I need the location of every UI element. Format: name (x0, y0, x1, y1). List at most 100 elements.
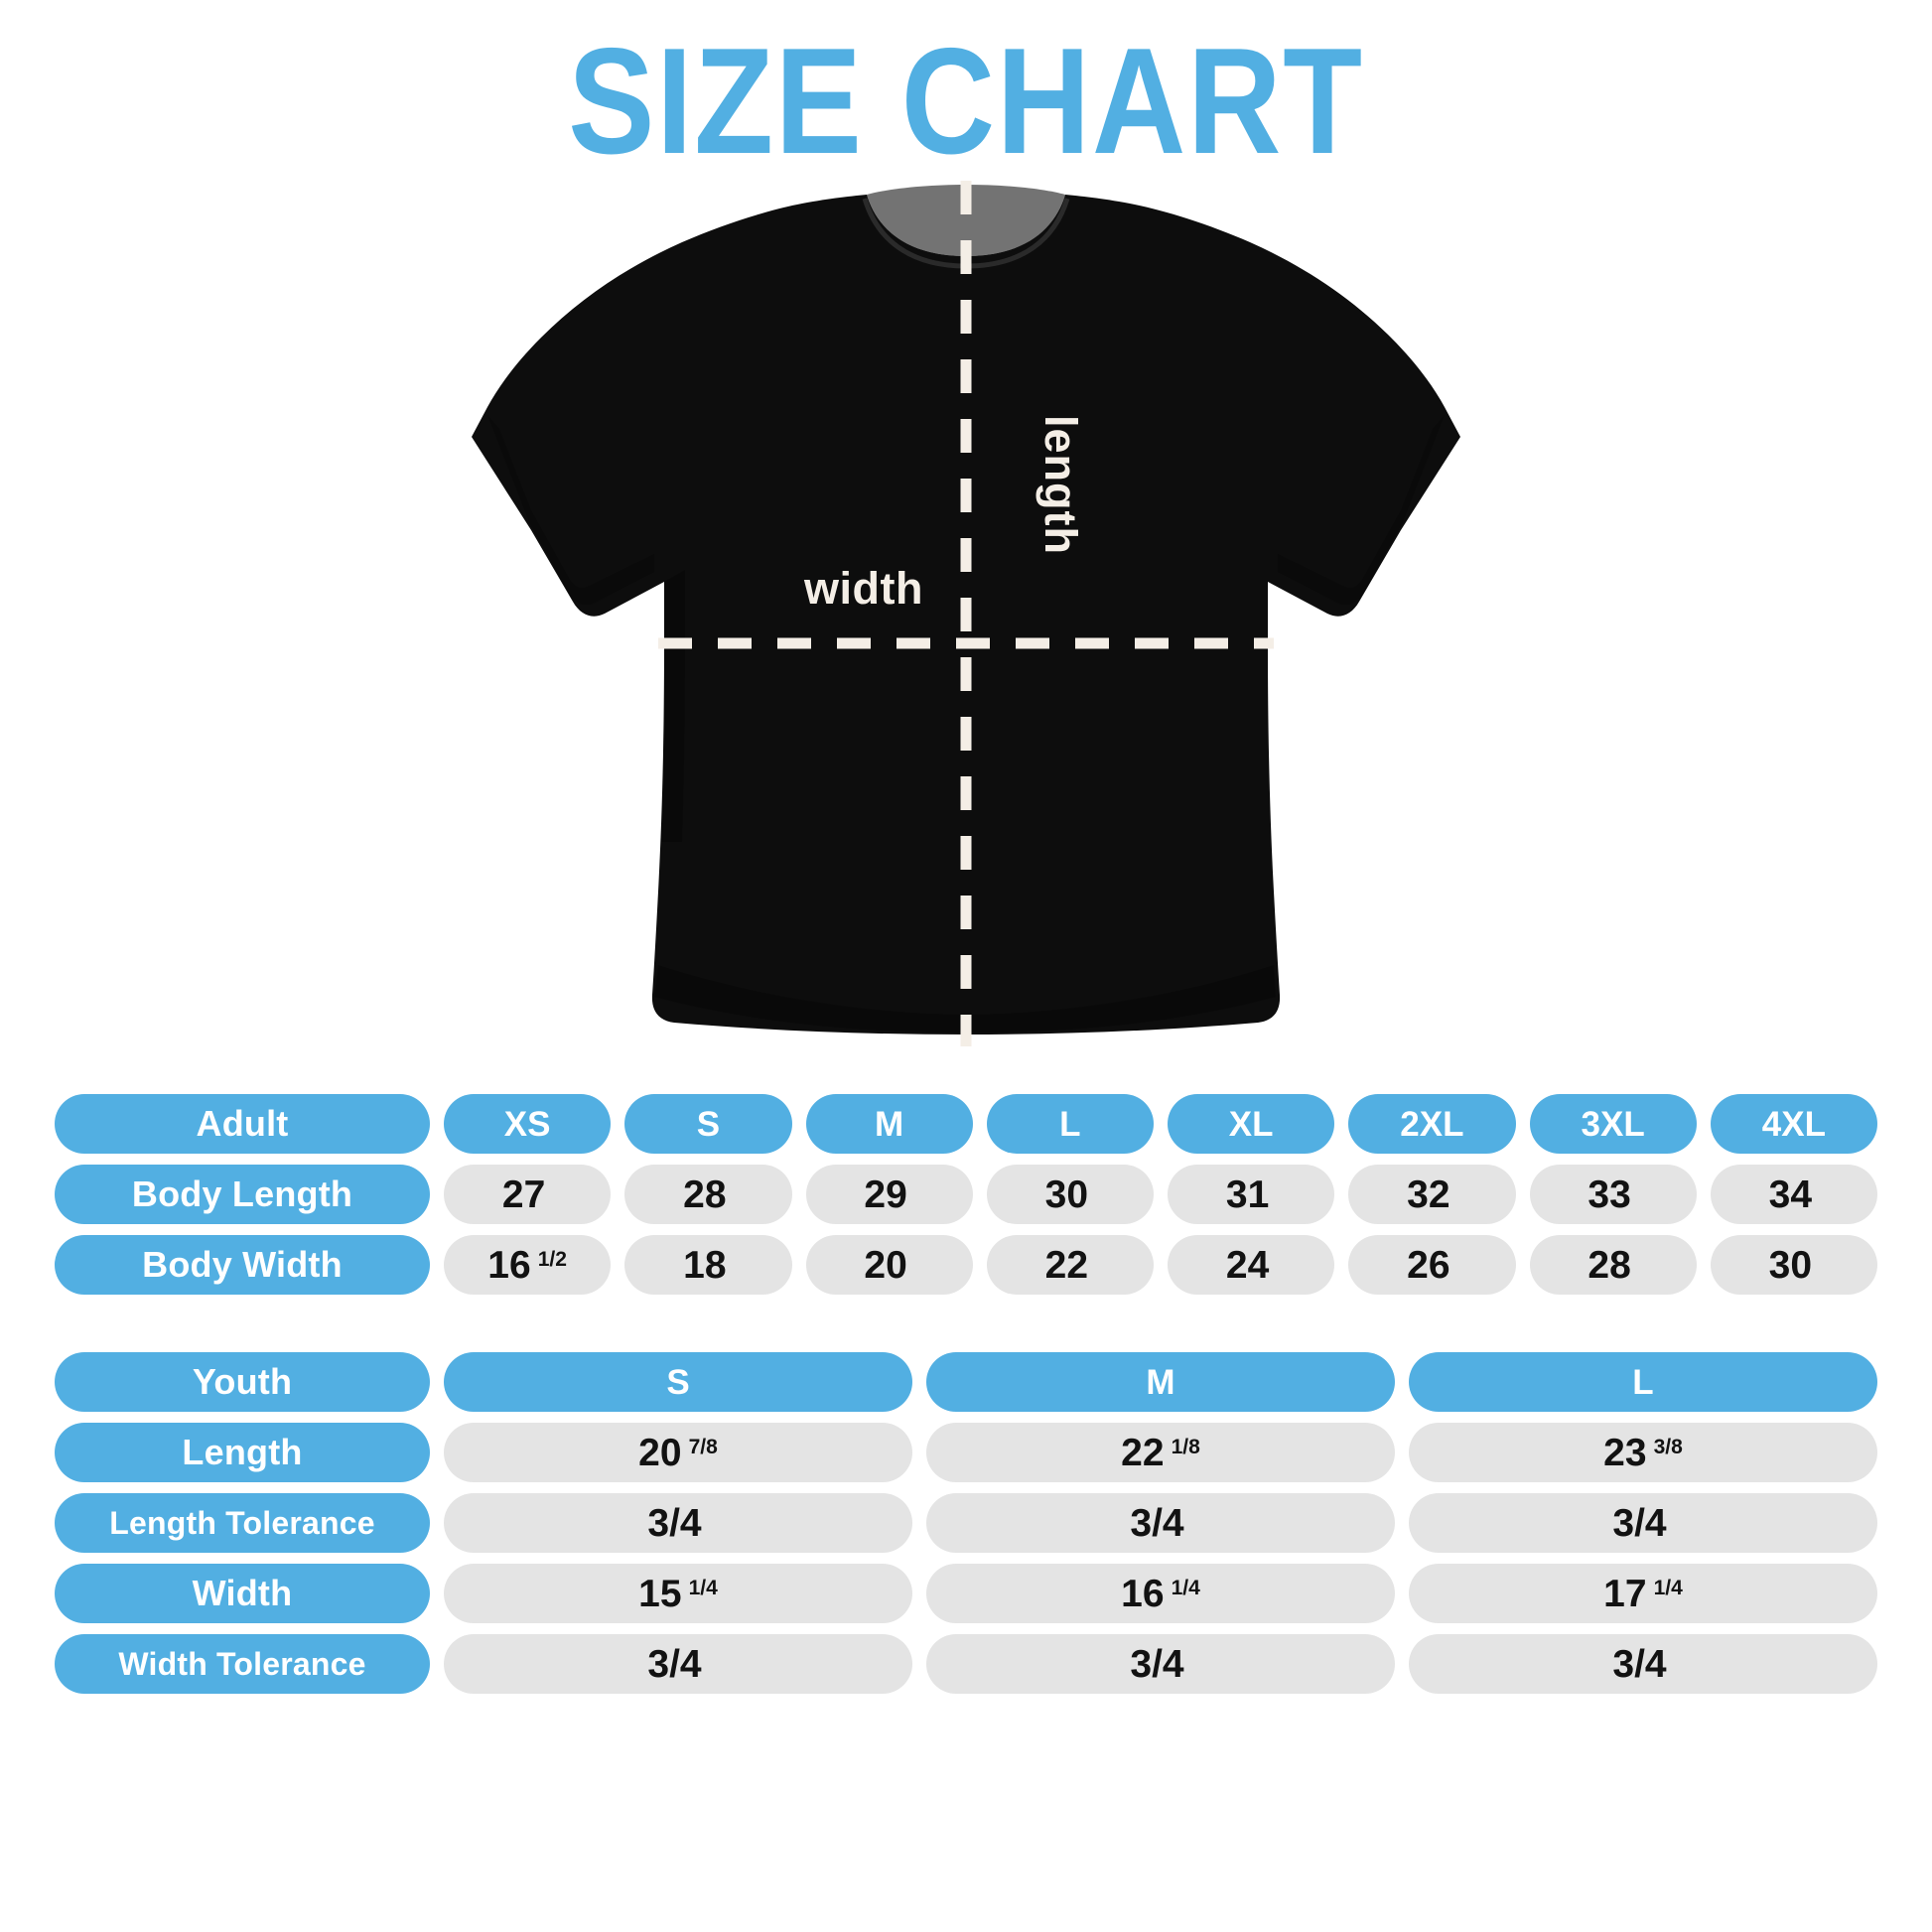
value-whole: 3/4 (1130, 1501, 1184, 1545)
youth-size-header-m: M (926, 1352, 1395, 1412)
value-whole: 24 (1225, 1243, 1270, 1287)
tshirt-illustration: width length (0, 181, 1932, 1054)
youth-width-tolerance-l: 3/4 (1409, 1634, 1877, 1694)
value-whole: 17 (1603, 1572, 1647, 1615)
adult-body-width-s: 18 (624, 1235, 792, 1295)
table-separator (55, 1295, 1877, 1352)
youth-width-m: 16 1/4 (926, 1564, 1395, 1623)
value-whole: 34 (1768, 1173, 1813, 1216)
adult-table-title: Adult (55, 1094, 430, 1154)
adult-size-header-3xl: 3XL (1529, 1094, 1697, 1154)
youth-length-row: Length 20 7/8 22 1/8 23 3/8 (55, 1423, 1877, 1482)
adult-body-width-xl: 24 (1168, 1235, 1335, 1295)
adult-body-width-xs: 16 1/2 (444, 1235, 612, 1295)
value-whole: 16 (1121, 1572, 1165, 1615)
value-whole: 26 (1407, 1243, 1450, 1287)
value-whole: 27 (501, 1173, 546, 1216)
adult-size-header-4xl: 4XL (1710, 1094, 1877, 1154)
value-whole: 16 (487, 1243, 531, 1287)
value-whole: 3/4 (647, 1642, 702, 1686)
adult-body-length-xs: 27 (444, 1165, 612, 1224)
adult-size-header-l: L (986, 1094, 1154, 1154)
value-fraction: 1/4 (1653, 1577, 1683, 1599)
youth-width-tolerance-s: 3/4 (444, 1634, 912, 1694)
value-whole: 29 (864, 1173, 907, 1216)
youth-size-header-s: S (444, 1352, 912, 1412)
youth-size-header-l: L (1409, 1352, 1877, 1412)
adult-size-header-xs: XS (444, 1094, 612, 1154)
adult-body-length-l: 30 (986, 1165, 1154, 1224)
value-whole: 23 (1603, 1431, 1647, 1474)
value-fraction: 1/2 (537, 1248, 567, 1271)
youth-length-tolerance-row: Length Tolerance 3/4 3/4 3/4 (55, 1493, 1877, 1553)
adult-body-length-xl: 31 (1168, 1165, 1335, 1224)
adult-body-length-row: Body Length 27 28 29 30 31 32 33 34 (55, 1165, 1877, 1224)
youth-width-l: 17 1/4 (1409, 1564, 1877, 1623)
adult-body-width-4xl: 30 (1710, 1235, 1877, 1295)
adult-body-width-row: Body Width 16 1/2 18 20 22 24 26 28 30 (55, 1235, 1877, 1295)
value-fraction: 1/4 (1171, 1577, 1200, 1599)
value-whole: 28 (1587, 1243, 1631, 1287)
youth-row-label-width-tolerance: Width Tolerance (55, 1634, 430, 1694)
youth-table-title: Youth (55, 1352, 430, 1412)
value-whole: 30 (1044, 1173, 1089, 1216)
value-fraction: 3/8 (1653, 1436, 1683, 1458)
youth-length-s: 20 7/8 (444, 1423, 912, 1482)
adult-body-length-s: 28 (624, 1165, 792, 1224)
youth-width-tolerance-m: 3/4 (926, 1634, 1395, 1694)
value-whole: 28 (683, 1173, 727, 1216)
value-whole: 3/4 (1130, 1642, 1184, 1686)
value-whole: 3/4 (647, 1501, 702, 1545)
value-whole: 3/4 (1612, 1501, 1667, 1545)
adult-size-header-s: S (624, 1094, 792, 1154)
value-whole: 33 (1587, 1173, 1631, 1216)
value-whole: 22 (1121, 1431, 1165, 1474)
value-whole: 20 (638, 1431, 682, 1474)
tshirt-shadow-hem (654, 965, 1276, 1033)
length-measure-label: length (1035, 415, 1086, 555)
youth-length-tolerance-s: 3/4 (444, 1493, 912, 1553)
youth-length-tolerance-l: 3/4 (1409, 1493, 1877, 1553)
adult-body-width-m: 20 (805, 1235, 973, 1295)
youth-row-label-width: Width (55, 1564, 430, 1623)
value-whole: 30 (1768, 1243, 1813, 1287)
value-fraction: 7/8 (688, 1436, 718, 1458)
value-fraction: 1/4 (688, 1577, 718, 1599)
value-whole: 20 (864, 1243, 907, 1287)
adult-body-length-2xl: 32 (1348, 1165, 1516, 1224)
size-tables: Adult XS S M L XL 2XL 3XL 4XL Body Lengt… (55, 1094, 1877, 1694)
adult-body-width-2xl: 26 (1348, 1235, 1516, 1295)
adult-body-width-l: 22 (986, 1235, 1154, 1295)
value-whole: 22 (1044, 1243, 1089, 1287)
youth-width-tolerance-row: Width Tolerance 3/4 3/4 3/4 (55, 1634, 1877, 1694)
youth-length-m: 22 1/8 (926, 1423, 1395, 1482)
value-whole: 31 (1225, 1173, 1270, 1216)
youth-length-tolerance-m: 3/4 (926, 1493, 1395, 1553)
youth-row-label-length-tolerance: Length Tolerance (55, 1493, 430, 1553)
adult-body-width-3xl: 28 (1529, 1235, 1697, 1295)
adult-size-header-m: M (805, 1094, 973, 1154)
value-fraction: 1/8 (1171, 1436, 1200, 1458)
adult-body-length-3xl: 33 (1529, 1165, 1697, 1224)
value-whole: 15 (638, 1572, 682, 1615)
youth-table: Youth S M L Length 20 7/8 22 1/8 23 3/8 Len… (55, 1352, 1877, 1694)
adult-size-header-xl: XL (1168, 1094, 1335, 1154)
value-whole: 32 (1407, 1173, 1450, 1216)
youth-width-s: 15 1/4 (444, 1564, 912, 1623)
adult-header-row: Adult XS S M L XL 2XL 3XL 4XL (55, 1094, 1877, 1154)
page-title-container: SIZE CHART (0, 26, 1932, 177)
adult-body-length-m: 29 (805, 1165, 973, 1224)
youth-length-l: 23 3/8 (1409, 1423, 1877, 1482)
adult-row-label-body-length: Body Length (55, 1165, 430, 1224)
youth-header-row: Youth S M L (55, 1352, 1877, 1412)
width-measure-label: width (804, 563, 923, 614)
adult-row-label-body-width: Body Width (55, 1235, 430, 1295)
value-whole: 3/4 (1612, 1642, 1667, 1686)
adult-table: Adult XS S M L XL 2XL 3XL 4XL Body Lengt… (55, 1094, 1877, 1295)
adult-size-header-2xl: 2XL (1348, 1094, 1516, 1154)
value-whole: 18 (683, 1243, 727, 1287)
adult-body-length-4xl: 34 (1710, 1165, 1877, 1224)
tshirt-collar (867, 185, 1065, 256)
youth-row-label-length: Length (55, 1423, 430, 1482)
